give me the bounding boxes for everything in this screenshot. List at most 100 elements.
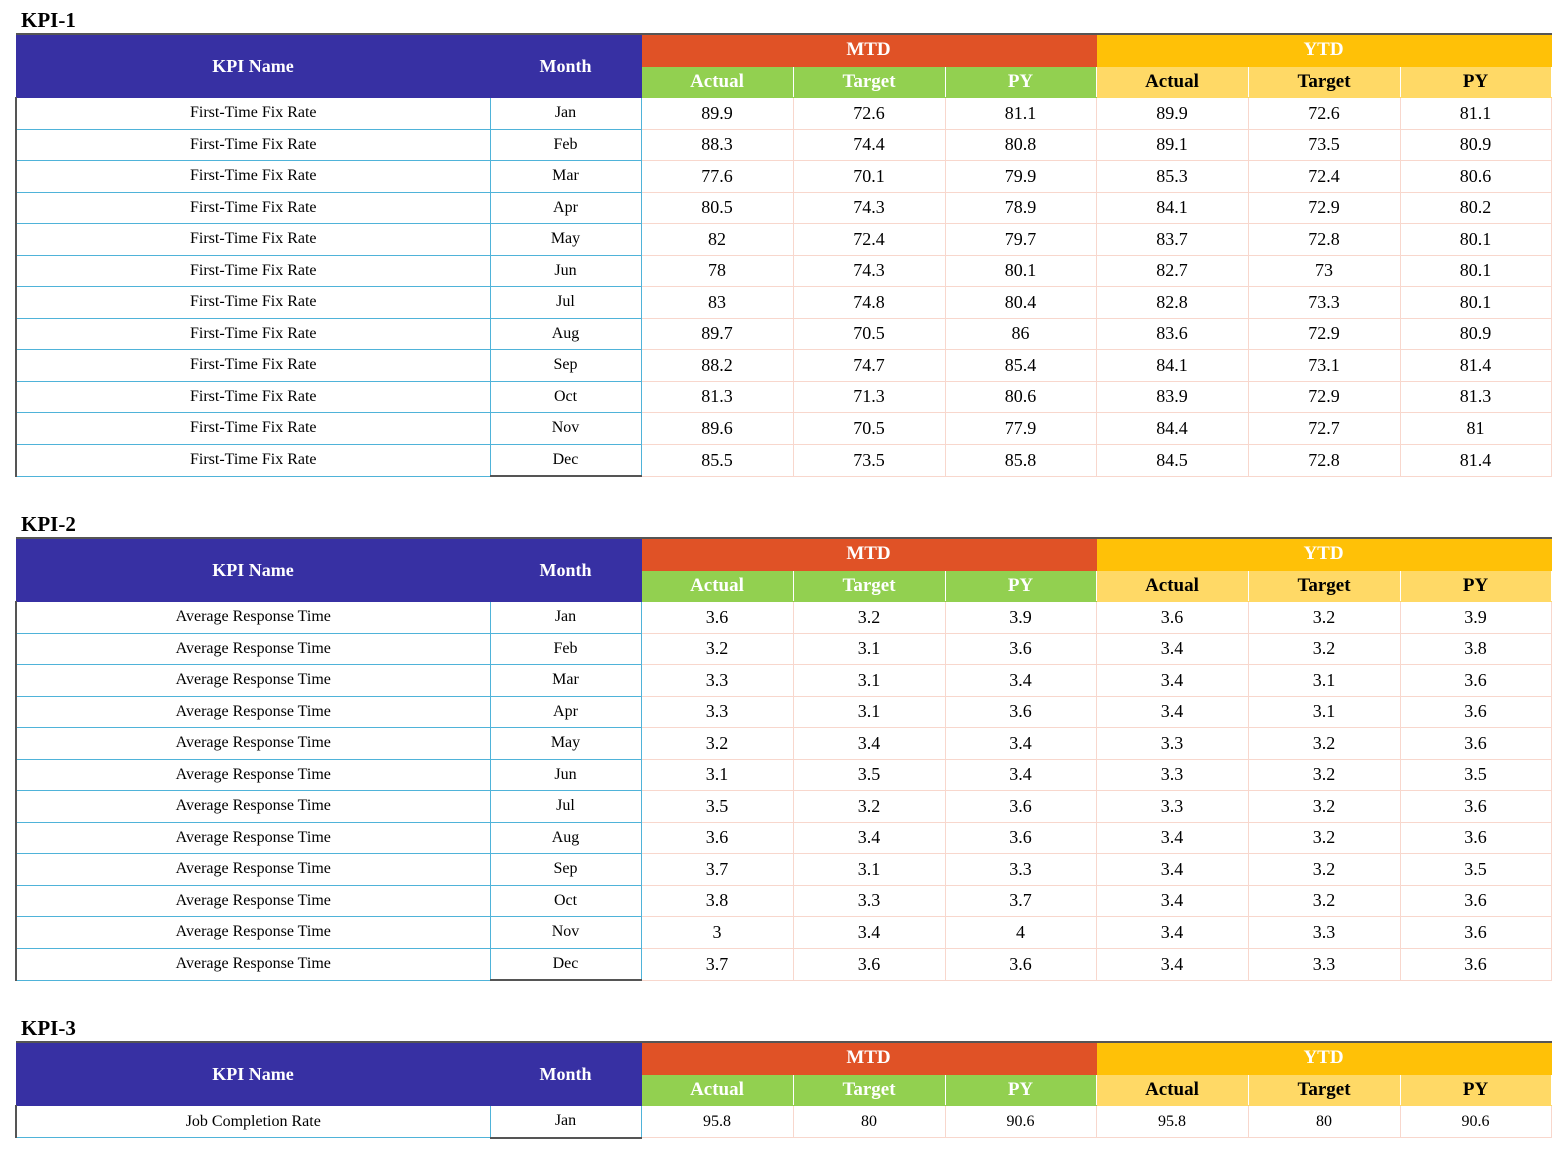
ytd-py-cell: 80.6 <box>1399 160 1552 193</box>
month-cell: Sep <box>489 853 642 886</box>
table-row: Average Response Time Nov 3 3.4 4 3.4 3.3 3.6 <box>15 916 1552 949</box>
mtd-actual-cell: 83 <box>640 286 794 319</box>
mtd-actual-cell: 89.7 <box>640 317 794 350</box>
ytd-actual-cell: 83.7 <box>1095 223 1249 256</box>
mtd-target-cell: 3.1 <box>792 664 946 697</box>
ytd-target-cell: 3.3 <box>1247 947 1401 981</box>
mtd-py-cell: 3.4 <box>944 727 1097 760</box>
kpi-table: KPI Name Month MTD YTD Actual Target PY … <box>15 1041 1552 1139</box>
ytd-actual-header: Actual <box>1095 569 1249 602</box>
ytd-target-cell: 3.1 <box>1247 695 1401 728</box>
ytd-target-cell: 3.2 <box>1247 727 1401 760</box>
month-cell: Jun <box>489 254 642 287</box>
mtd-py-cell: 4 <box>944 916 1097 949</box>
mtd-target-cell: 3.1 <box>792 695 946 728</box>
ytd-actual-cell: 3.4 <box>1095 853 1249 886</box>
mtd-actual-cell: 80.5 <box>640 191 794 224</box>
ytd-target-cell: 73 <box>1247 254 1401 287</box>
ytd-py-cell: 80.1 <box>1399 223 1552 256</box>
ytd-py-cell: 80.9 <box>1399 128 1552 161</box>
kpi-name-cell: Job Completion Rate <box>15 1105 491 1138</box>
mtd-header: MTD <box>640 537 1097 571</box>
ytd-target-cell: 3.2 <box>1247 632 1401 665</box>
kpi-name-cell: Average Response Time <box>15 884 491 917</box>
month-cell: Mar <box>489 160 642 193</box>
mtd-target-header: Target <box>792 569 946 602</box>
ytd-actual-header: Actual <box>1095 65 1249 98</box>
mtd-target-cell: 3.3 <box>792 884 946 917</box>
mtd-header: MTD <box>640 1041 1097 1075</box>
ytd-target-cell: 3.1 <box>1247 664 1401 697</box>
ytd-py-cell: 3.6 <box>1399 790 1552 823</box>
mtd-actual-cell: 3.2 <box>640 727 794 760</box>
ytd-target-cell: 73.1 <box>1247 349 1401 382</box>
ytd-actual-cell: 95.8 <box>1095 1105 1249 1138</box>
table-row: First-Time Fix Rate Jan 89.9 72.6 81.1 89.9 72… <box>15 97 1552 130</box>
ytd-actual-cell: 89.1 <box>1095 128 1249 161</box>
kpi-name-cell: First-Time Fix Rate <box>15 191 491 224</box>
ytd-target-cell: 72.8 <box>1247 443 1401 477</box>
mtd-actual-cell: 3.5 <box>640 790 794 823</box>
ytd-target-cell: 72.7 <box>1247 412 1401 445</box>
month-cell: Feb <box>489 632 642 665</box>
kpi-name-cell: Average Response Time <box>15 916 491 949</box>
mtd-actual-cell: 3.7 <box>640 947 794 981</box>
table-row: Average Response Time May 3.2 3.4 3.4 3.3 3.2 3… <box>15 727 1552 760</box>
mtd-py-cell: 3.4 <box>944 758 1097 791</box>
mtd-target-cell: 70.5 <box>792 317 946 350</box>
mtd-actual-cell: 3 <box>640 916 794 949</box>
ytd-target-cell: 72.8 <box>1247 223 1401 256</box>
month-header: Month <box>489 1041 642 1106</box>
mtd-py-cell: 80.1 <box>944 254 1097 287</box>
ytd-actual-cell: 3.4 <box>1095 695 1249 728</box>
kpi-name-cell: First-Time Fix Rate <box>15 349 491 382</box>
mtd-actual-cell: 82 <box>640 223 794 256</box>
mtd-actual-cell: 77.6 <box>640 160 794 193</box>
ytd-py-cell: 80.1 <box>1399 254 1552 287</box>
mtd-actual-cell: 89.9 <box>640 97 794 130</box>
table-row: Average Response Time Mar 3.3 3.1 3.4 3.4 3.1 3… <box>15 664 1552 697</box>
ytd-actual-cell: 3.3 <box>1095 727 1249 760</box>
ytd-py-cell: 81.4 <box>1399 443 1552 477</box>
table-row: Average Response Time Oct 3.8 3.3 3.7 3.4 3.2 3… <box>15 884 1552 917</box>
kpi-name-cell: First-Time Fix Rate <box>15 223 491 256</box>
ytd-actual-cell: 85.3 <box>1095 160 1249 193</box>
mtd-py-cell: 3.7 <box>944 884 1097 917</box>
mtd-py-cell: 79.9 <box>944 160 1097 193</box>
ytd-py-header: PY <box>1399 65 1552 98</box>
ytd-py-cell: 3.5 <box>1399 853 1552 886</box>
month-cell: Jul <box>489 286 642 319</box>
table-row: Average Response Time Dec 3.7 3.6 3.6 3.4 3.3 3… <box>15 947 1552 981</box>
ytd-target-cell: 73.5 <box>1247 128 1401 161</box>
ytd-actual-cell: 3.4 <box>1095 664 1249 697</box>
table-row: First-Time Fix Rate Jun 78 74.3 80.1 82.7 73 80… <box>15 254 1552 287</box>
mtd-target-header: Target <box>792 65 946 98</box>
ytd-actual-cell: 82.8 <box>1095 286 1249 319</box>
mtd-py-cell: 3.6 <box>944 821 1097 854</box>
ytd-py-cell: 81.1 <box>1399 97 1552 130</box>
ytd-actual-cell: 3.4 <box>1095 947 1249 981</box>
mtd-actual-header: Actual <box>640 65 794 98</box>
table-row: Job Completion Rate Jan 95.8 80 90.6 95.8 80 90… <box>15 1105 1552 1139</box>
mtd-target-cell: 3.2 <box>792 790 946 823</box>
ytd-py-header: PY <box>1399 569 1552 602</box>
month-header: Month <box>489 33 642 98</box>
mtd-target-cell: 74.7 <box>792 349 946 382</box>
kpi-name-cell: First-Time Fix Rate <box>15 128 491 161</box>
ytd-py-cell: 80.1 <box>1399 286 1552 319</box>
kpi-name-cell: First-Time Fix Rate <box>15 443 491 477</box>
month-cell: Jan <box>489 1105 642 1139</box>
mtd-target-cell: 3.4 <box>792 916 946 949</box>
kpi-table: KPI Name Month MTD YTD Actual Target PY … <box>15 33 1552 477</box>
mtd-actual-cell: 95.8 <box>640 1105 794 1138</box>
month-cell: May <box>489 727 642 760</box>
kpi-name-cell: First-Time Fix Rate <box>15 380 491 413</box>
mtd-target-cell: 72.4 <box>792 223 946 256</box>
table-row: First-Time Fix Rate Feb 88.3 74.4 80.8 89.1 73… <box>15 128 1552 161</box>
ytd-target-cell: 72.6 <box>1247 97 1401 130</box>
mtd-py-cell: 3.4 <box>944 664 1097 697</box>
ytd-header: YTD <box>1095 537 1552 571</box>
month-cell: Dec <box>489 443 642 477</box>
mtd-target-cell: 3.6 <box>792 947 946 981</box>
mtd-target-header: Target <box>792 1073 946 1106</box>
